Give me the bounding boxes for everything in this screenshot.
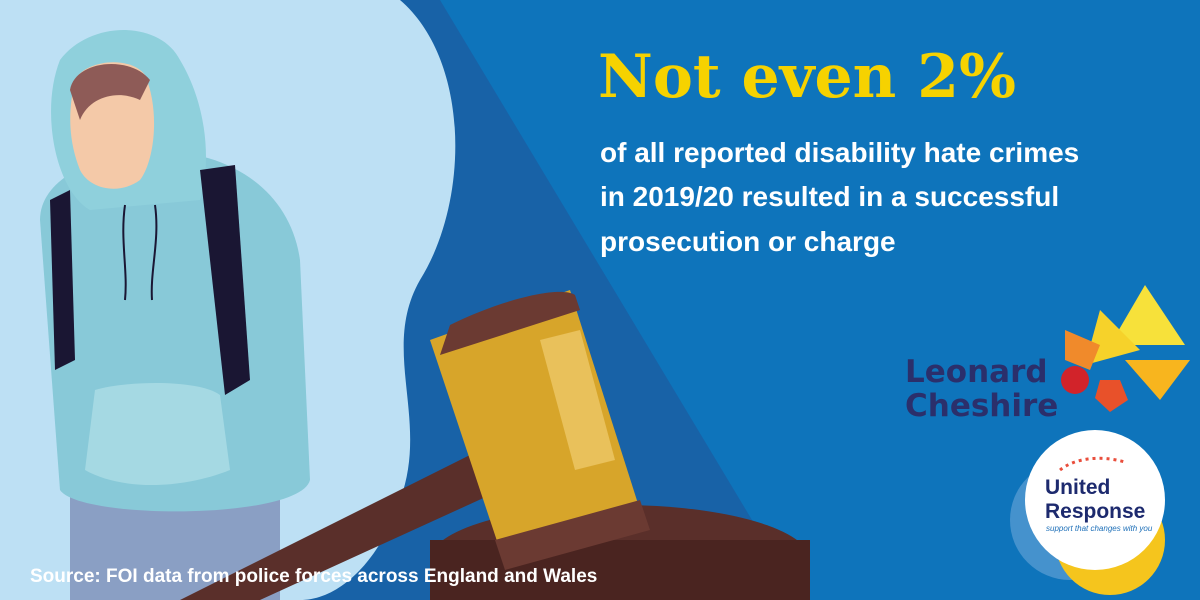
logo-circle	[1025, 430, 1165, 570]
source: Source: FOI data from police forces acro…	[30, 566, 597, 587]
gavel-illustration	[180, 290, 810, 600]
logo-shape	[1125, 360, 1190, 400]
logo-tagline: support that changes with you	[1046, 524, 1153, 533]
logo-text: United	[1045, 476, 1110, 499]
logo-text: Cheshire	[905, 388, 1058, 424]
united-response-logo: United Response support that changes wit…	[1010, 430, 1165, 595]
logo-text: Response	[1045, 500, 1145, 523]
person-illustration	[40, 30, 310, 600]
logo-shape	[1110, 285, 1185, 345]
logo-shape	[1095, 380, 1128, 412]
headline: Not even 2%	[598, 42, 1016, 112]
logo-shape	[1085, 310, 1140, 365]
body-line: in 2019/20 resulted in a successful	[600, 181, 1059, 212]
logo-shape	[1065, 330, 1100, 370]
logo-shape	[1061, 366, 1089, 394]
body-line: prosecution or charge	[600, 226, 896, 257]
body-line: of all reported disability hate crimes	[600, 137, 1079, 168]
logo-text: Leonard	[905, 354, 1048, 390]
leonard-cheshire-logo: Leonard Cheshire	[905, 285, 1190, 424]
